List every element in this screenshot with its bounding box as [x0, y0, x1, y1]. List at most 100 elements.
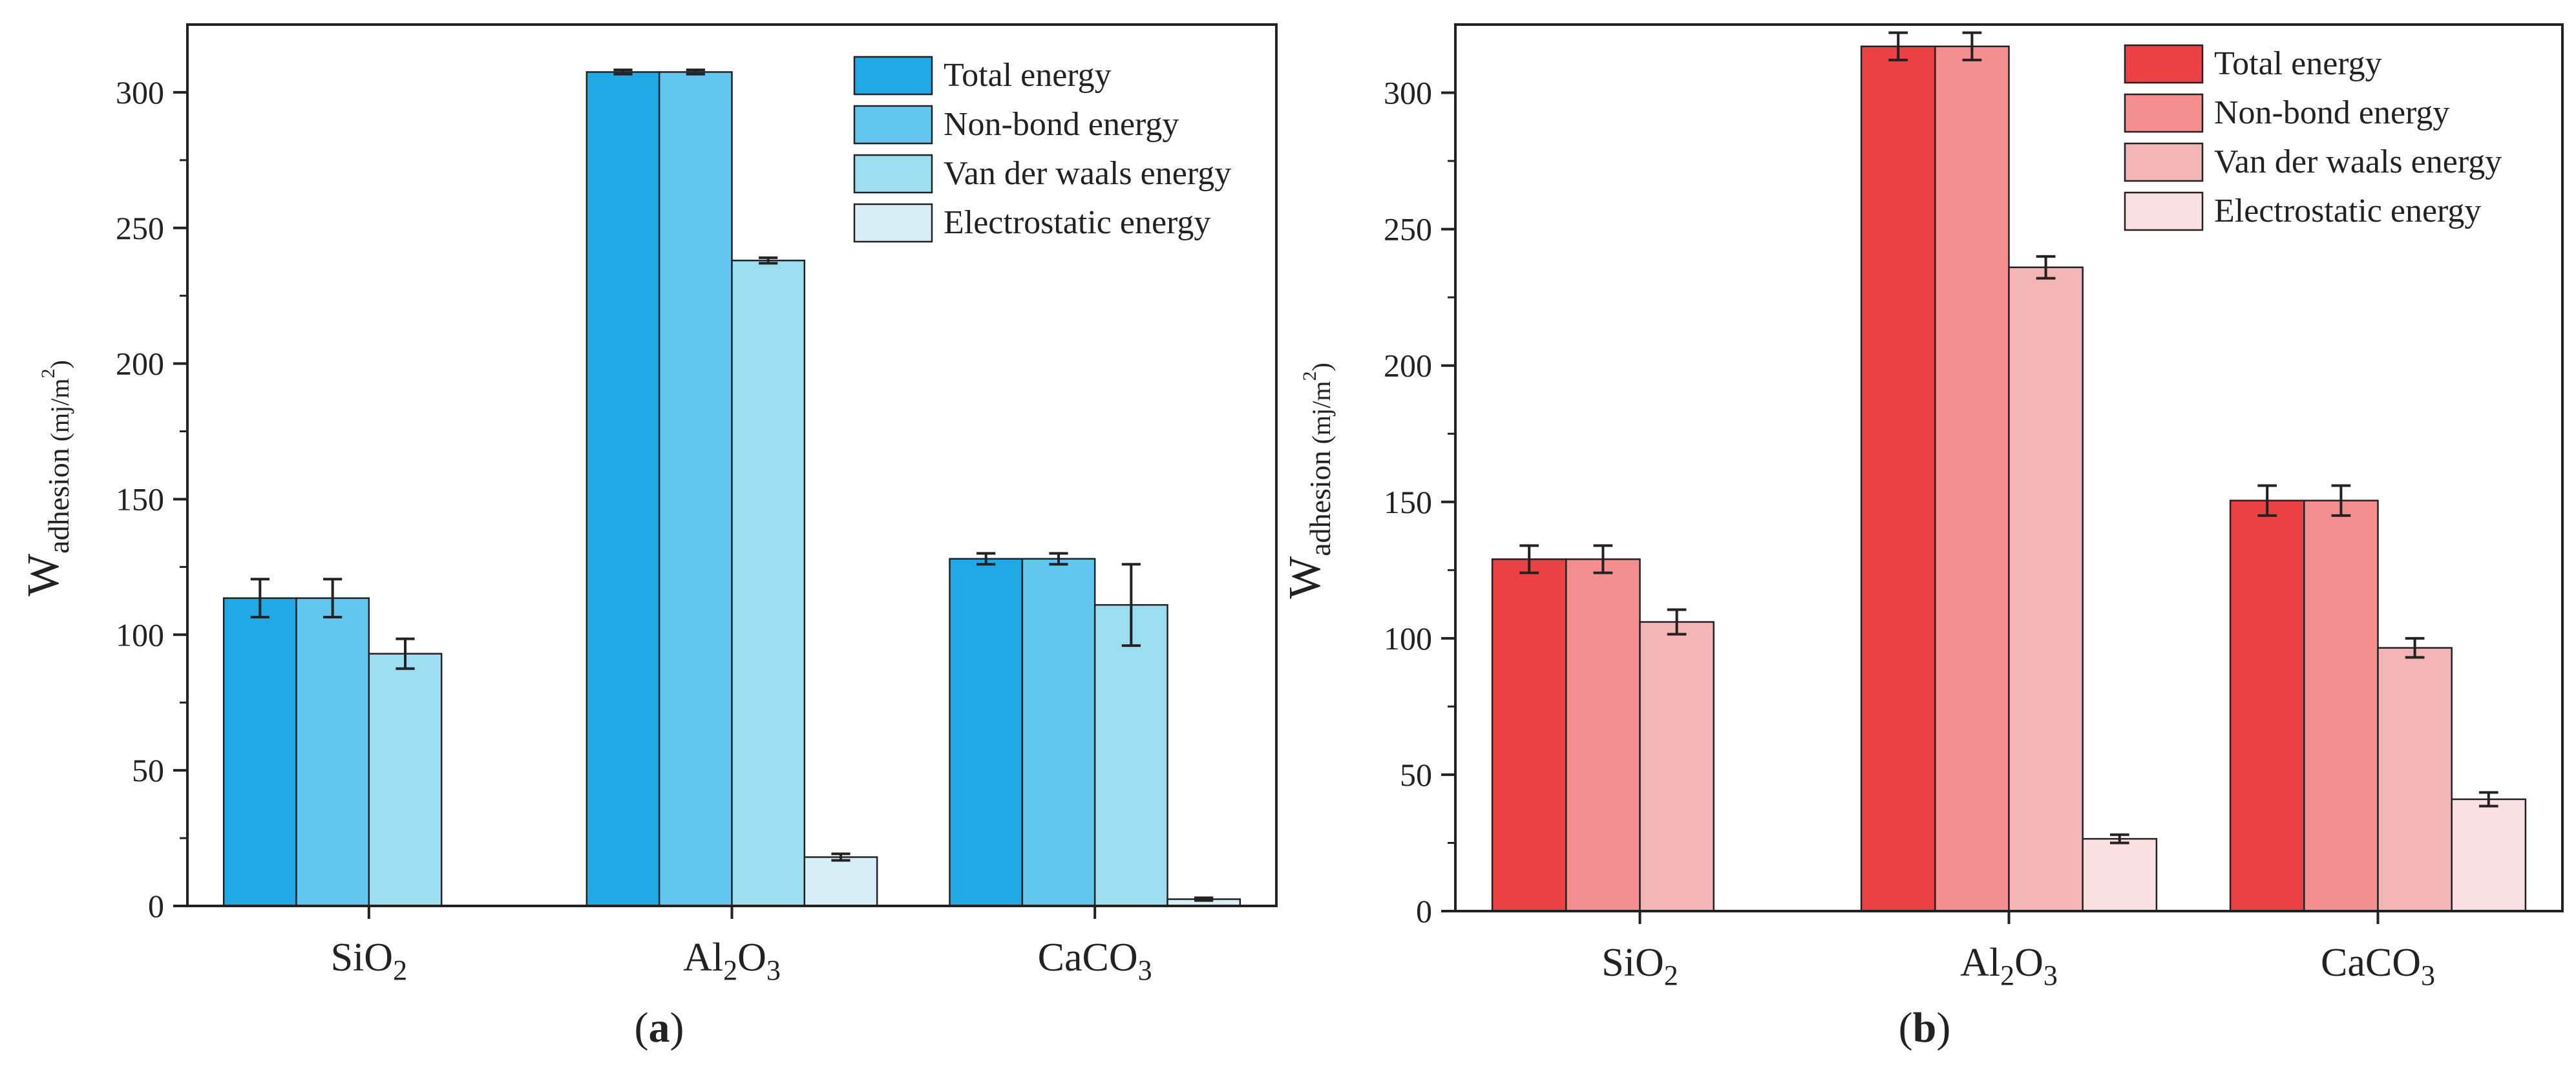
- ylabel-close: ): [45, 360, 74, 368]
- y-tick-label-a: 50: [132, 752, 164, 788]
- bar-a-CaCO3-1: [1021, 558, 1096, 907]
- bar-a-Al2O3-2: [731, 259, 806, 907]
- bar-a-Al2O3-0: [586, 71, 660, 907]
- y-tick-label-b: 300: [1384, 75, 1432, 111]
- legend-label-a-0: Total energy: [944, 57, 1112, 94]
- legend-swatch-b-2: [2124, 142, 2204, 182]
- cat-mid: O: [737, 936, 766, 980]
- cat-sub: 3: [2421, 960, 2435, 991]
- ylabel-sup: 2: [37, 368, 59, 378]
- legend-label-b-3: Electrostatic energy: [2214, 193, 2481, 229]
- panel-close: ): [670, 1004, 684, 1051]
- panel-open: (: [1899, 1004, 1913, 1051]
- error-bar-a-CaCO3-0: [977, 552, 996, 566]
- error-bar-a-Al2O3-0: [613, 68, 633, 76]
- bar-a-Al2O3-1: [658, 71, 733, 907]
- legend-label-a-2: Van der waals energy: [944, 155, 1231, 192]
- bar-b-SiO2-1: [1565, 558, 1641, 912]
- legend-swatch-a-3: [853, 203, 933, 243]
- bar-a-SiO2-2: [368, 653, 443, 907]
- bar-b-SiO2-2: [1639, 621, 1715, 912]
- error-bar-a-SiO2-0: [250, 578, 269, 619]
- legend-swatch-b-0: [2124, 44, 2204, 84]
- bar-a-SiO2-0: [222, 597, 297, 907]
- bar-a-CaCO3-0: [949, 558, 1024, 907]
- bar-b-Al2O3-1: [1934, 45, 2010, 912]
- error-bar-a-CaCO3-2: [1121, 563, 1141, 647]
- cat-sub: 2: [1664, 960, 1678, 991]
- y-tick-label-b: 100: [1384, 620, 1432, 657]
- ylabel-unit: (mj/m: [45, 378, 74, 448]
- cat-sub2: 3: [766, 954, 781, 986]
- bar-a-SiO2-1: [295, 597, 370, 907]
- cat-base: SiO: [331, 936, 393, 980]
- cat-base: Al: [683, 936, 723, 980]
- panel-label-a: (a): [635, 1004, 684, 1051]
- y-tick-label-b: 50: [1400, 757, 1432, 793]
- y-tick-label-b: 150: [1384, 484, 1432, 520]
- cat-base: Al: [1960, 941, 2000, 985]
- cat-sub: 2: [2000, 960, 2014, 991]
- error-bar-b-SiO2-0: [1519, 544, 1539, 574]
- error-bar-b-SiO2-1: [1593, 544, 1613, 574]
- y-tick-label-a: 250: [116, 210, 164, 246]
- bar-b-Al2O3-0: [1860, 45, 1936, 912]
- legend-label-b-2: Van der waals energy: [2214, 143, 2502, 180]
- ylabel-main: W: [1280, 556, 1330, 599]
- ylabel-sup: 2: [1299, 371, 1320, 381]
- ylabel-sub: adhesion: [42, 448, 75, 554]
- x-category-label-b-CaCO3: CaCO3: [2321, 941, 2435, 991]
- x-category-label-b-Al2O3: Al2O3: [1960, 941, 2058, 991]
- legend-label-b-1: Non-bond energy: [2214, 94, 2449, 131]
- y-tick-label-a: 0: [148, 888, 164, 924]
- cat-base: CaCO: [2321, 941, 2421, 985]
- panel-open: (: [635, 1004, 649, 1051]
- x-category-label-a-SiO2: SiO2: [331, 936, 407, 986]
- bar-b-CaCO3-3: [2451, 798, 2527, 912]
- ylabel-main: W: [19, 554, 69, 596]
- cat-sub: 2: [393, 954, 407, 986]
- bar-b-SiO2-0: [1491, 558, 1567, 912]
- panel-close: ): [1936, 1004, 1950, 1051]
- legend-swatch-a-1: [853, 105, 933, 145]
- bar-a-Al2O3-3: [803, 856, 878, 907]
- ylabel-unit: (mj/m: [1307, 381, 1336, 450]
- y-tick-label-b: 200: [1384, 348, 1432, 384]
- error-bar-a-SiO2-2: [396, 637, 415, 670]
- legend-swatch-a-2: [853, 154, 933, 194]
- y-tick-label-a: 100: [116, 616, 164, 653]
- y-tick-label-a: 300: [116, 74, 164, 110]
- cat-sub: 3: [1138, 954, 1152, 986]
- cat-sub: 2: [723, 954, 737, 986]
- error-bar-b-SiO2-2: [1667, 608, 1687, 636]
- error-bar-b-CaCO3-0: [2257, 484, 2277, 517]
- y-tick-label-b: 250: [1384, 211, 1432, 247]
- error-bar-a-Al2O3-1: [686, 68, 705, 76]
- y-tick-label-a: 200: [116, 346, 164, 382]
- bar-b-Al2O3-2: [2008, 266, 2084, 912]
- panel-letter: b: [1913, 1004, 1937, 1051]
- panel-letter: a: [649, 1004, 670, 1051]
- error-bar-b-Al2O3-2: [2036, 255, 2056, 280]
- legend-swatch-b-1: [2124, 93, 2204, 133]
- legend-label-b-0: Total energy: [2214, 45, 2382, 82]
- error-bar-b-CaCO3-2: [2405, 636, 2425, 659]
- x-category-label-a-CaCO3: CaCO3: [1038, 936, 1152, 986]
- error-bar-a-CaCO3-3: [1194, 896, 1214, 902]
- cat-base: CaCO: [1038, 936, 1138, 980]
- error-bar-b-Al2O3-3: [2109, 833, 2129, 845]
- y-axis-label-a: Wadhesion (mj/m2): [19, 360, 75, 596]
- bar-b-Al2O3-3: [2082, 837, 2158, 912]
- error-bar-a-SiO2-1: [323, 578, 343, 619]
- legend-swatch-a-0: [853, 56, 933, 96]
- panel-label-b: (b): [1899, 1004, 1951, 1051]
- cat-mid: O: [2014, 941, 2043, 985]
- error-bar-a-Al2O3-3: [831, 852, 850, 862]
- x-category-label-b-SiO2: SiO2: [1601, 941, 1678, 991]
- error-bar-b-Al2O3-1: [1962, 31, 1982, 61]
- ylabel-sub: adhesion: [1304, 450, 1336, 556]
- bar-b-CaCO3-1: [2303, 499, 2379, 912]
